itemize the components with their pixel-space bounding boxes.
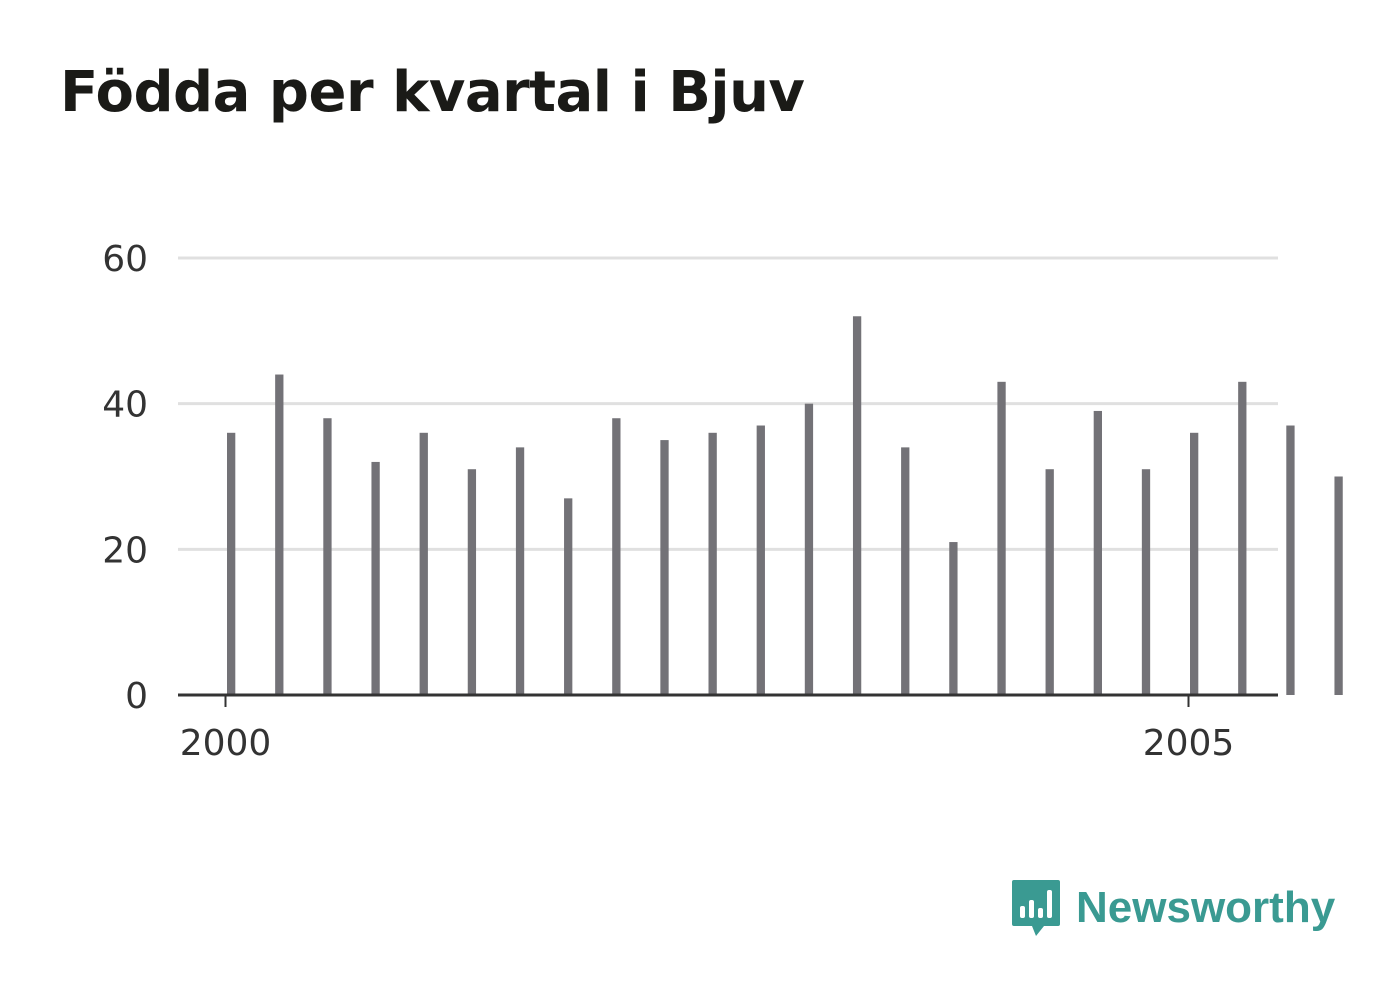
grid-lines (178, 256, 1278, 551)
bar (467, 469, 477, 695)
y-tick-label: 60 (102, 239, 148, 280)
axes (178, 693, 1278, 707)
bar (1190, 432, 1199, 695)
bar (756, 425, 765, 695)
bar (901, 447, 910, 695)
bar (612, 418, 621, 695)
bar (1286, 425, 1295, 695)
bar (852, 316, 862, 695)
bar (1238, 381, 1247, 695)
y-tick-label: 40 (102, 385, 148, 426)
brand-name: Newsworthy (1076, 883, 1336, 932)
bar (1334, 476, 1343, 695)
bar (660, 440, 669, 695)
bar (708, 432, 717, 695)
bar (1093, 410, 1102, 695)
bar (515, 447, 525, 695)
y-tick-label: 20 (102, 530, 148, 571)
x-tick-label: 2000 (180, 723, 272, 764)
newsworthy-logo-icon (1012, 880, 1060, 936)
y-tick-label: 0 (125, 676, 148, 717)
bar (323, 418, 332, 695)
bar (227, 432, 236, 695)
chart-title: Födda per kvartal i Bjuv (60, 60, 805, 125)
bar (419, 432, 428, 695)
bar (371, 461, 380, 695)
axis-labels: 020406044200020052010201520202025 (102, 239, 1235, 764)
bar (804, 403, 814, 695)
x-tick-label: 2005 (1143, 723, 1235, 764)
bar (1141, 469, 1151, 695)
bar (564, 498, 573, 695)
bar (949, 542, 958, 695)
bar (1045, 469, 1054, 695)
newsworthy-logo[interactable]: Newsworthy (1010, 878, 1335, 938)
bar (275, 374, 284, 695)
bars (227, 316, 1343, 695)
bar (997, 381, 1006, 695)
